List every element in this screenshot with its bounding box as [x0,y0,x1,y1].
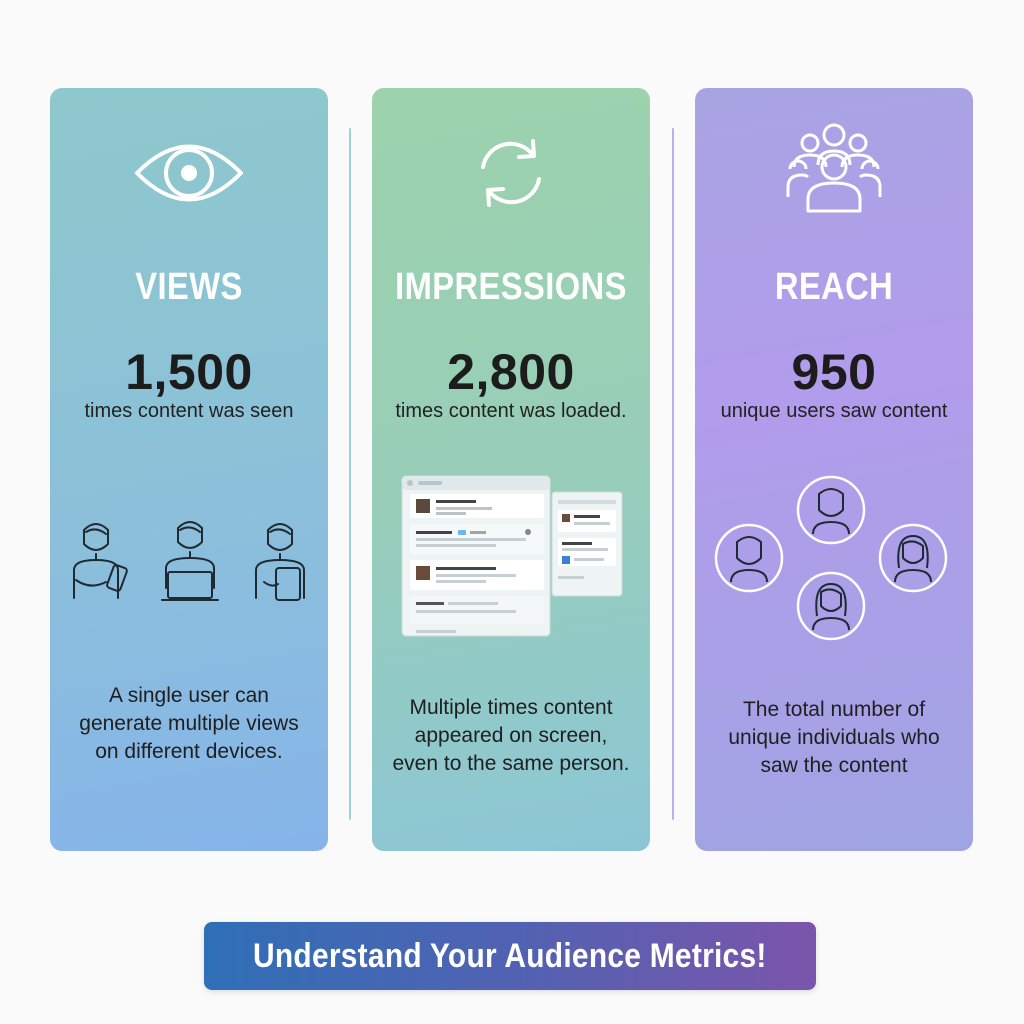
views-card: VIEWS 1,500 times content was seen [50,88,328,851]
metric-value: 1,500 [125,344,253,400]
person-laptop-icon [161,521,219,601]
impressions-card: IMPRESSIONS 2,800 times content was load… [372,88,650,851]
cta-label: Understand Your Audience Metrics! [253,936,767,975]
reach-card: REACH 950 unique users saw content [695,88,973,851]
metric-title: VIEWS [135,266,243,308]
metric-subtitle: times content was seen [84,400,294,422]
group-icon [695,123,973,214]
metric-value: 2,800 [447,344,575,400]
refresh-icon [372,128,650,218]
metric-title: IMPRESSIONS [395,266,627,308]
eye-icon [50,128,328,218]
feed-screens-illustration [372,474,650,639]
metric-description: The total number of unique individuals w… [728,698,940,777]
metric-description: A single user can generate multiple view… [79,684,299,763]
metric-description: Multiple times content appeared on scree… [392,696,630,775]
metric-subtitle: unique users saw content [720,400,948,422]
unique-users-illustration [695,472,973,642]
divider [672,128,674,820]
metric-value: 950 [791,344,877,400]
multi-device-illustration [50,508,328,648]
person-phone-icon [73,523,128,599]
cta-banner[interactable]: Understand Your Audience Metrics! [204,922,816,990]
metric-title: REACH [774,266,894,308]
divider [349,128,351,820]
person-tablet-icon [255,523,305,601]
metric-subtitle: times content was loaded. [395,400,627,422]
